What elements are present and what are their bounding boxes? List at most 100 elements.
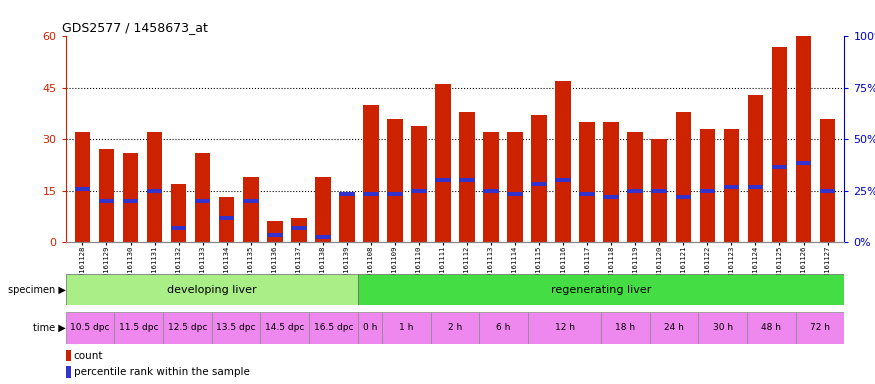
Text: 6 h: 6 h: [496, 323, 511, 333]
Bar: [219, 197, 234, 242]
Text: count: count: [74, 351, 103, 361]
Text: 72 h: 72 h: [810, 323, 830, 333]
Bar: [795, 161, 811, 165]
Bar: [795, 312, 844, 344]
Bar: [820, 119, 836, 242]
Bar: [387, 119, 402, 242]
Bar: [579, 192, 595, 196]
Bar: [772, 47, 788, 242]
Bar: [699, 129, 715, 242]
Bar: [74, 132, 90, 242]
Text: 48 h: 48 h: [761, 323, 781, 333]
Bar: [147, 132, 163, 242]
Bar: [358, 274, 844, 305]
Bar: [339, 194, 354, 242]
Text: regenerating liver: regenerating liver: [551, 285, 651, 295]
Text: 11.5 dpc: 11.5 dpc: [119, 323, 158, 333]
Bar: [163, 312, 212, 344]
Bar: [243, 177, 258, 242]
Bar: [315, 177, 331, 242]
Bar: [363, 105, 379, 242]
Bar: [99, 199, 115, 203]
Bar: [382, 312, 430, 344]
Text: percentile rank within the sample: percentile rank within the sample: [74, 367, 249, 377]
Bar: [820, 189, 836, 193]
Bar: [435, 178, 451, 182]
Bar: [267, 222, 283, 242]
Bar: [601, 312, 649, 344]
Bar: [531, 115, 547, 242]
Bar: [627, 132, 643, 242]
Text: 0 h: 0 h: [362, 323, 377, 333]
Bar: [528, 312, 601, 344]
Bar: [267, 233, 283, 237]
Bar: [604, 195, 619, 199]
Bar: [66, 312, 115, 344]
Bar: [123, 199, 138, 203]
Bar: [652, 189, 667, 193]
Bar: [649, 312, 698, 344]
Bar: [724, 129, 739, 242]
Bar: [531, 182, 547, 186]
Bar: [556, 178, 571, 182]
Text: time ▶: time ▶: [33, 323, 66, 333]
Bar: [772, 164, 788, 169]
Bar: [261, 312, 309, 344]
Bar: [676, 112, 691, 242]
Bar: [358, 312, 382, 344]
Bar: [627, 189, 643, 193]
Bar: [171, 226, 186, 230]
Bar: [747, 185, 763, 189]
Text: GDS2577 / 1458673_at: GDS2577 / 1458673_at: [62, 21, 207, 34]
Bar: [123, 153, 138, 242]
Bar: [459, 178, 475, 182]
Text: 16.5 dpc: 16.5 dpc: [313, 323, 354, 333]
Text: 13.5 dpc: 13.5 dpc: [216, 323, 256, 333]
Bar: [747, 312, 795, 344]
Text: 12.5 dpc: 12.5 dpc: [168, 323, 207, 333]
Bar: [480, 312, 528, 344]
Bar: [411, 126, 427, 242]
Bar: [309, 312, 358, 344]
Text: 18 h: 18 h: [615, 323, 635, 333]
Bar: [459, 112, 475, 242]
Bar: [171, 184, 186, 242]
Bar: [483, 132, 499, 242]
Bar: [556, 81, 571, 242]
Text: 24 h: 24 h: [664, 323, 684, 333]
Text: 30 h: 30 h: [712, 323, 732, 333]
Bar: [195, 153, 211, 242]
Bar: [243, 199, 258, 203]
Bar: [724, 185, 739, 189]
Bar: [74, 187, 90, 191]
Bar: [676, 195, 691, 199]
Bar: [212, 312, 261, 344]
Text: 12 h: 12 h: [555, 323, 575, 333]
Text: 14.5 dpc: 14.5 dpc: [265, 323, 304, 333]
Bar: [291, 226, 306, 230]
Bar: [66, 366, 71, 377]
Bar: [363, 192, 379, 196]
Bar: [507, 192, 523, 196]
Bar: [219, 216, 234, 220]
Bar: [315, 235, 331, 239]
Bar: [291, 218, 306, 242]
Bar: [579, 122, 595, 242]
Bar: [747, 95, 763, 242]
Bar: [66, 350, 71, 361]
Bar: [387, 192, 402, 196]
Bar: [115, 312, 163, 344]
Bar: [147, 189, 163, 193]
Bar: [652, 139, 667, 242]
Bar: [435, 84, 451, 242]
Bar: [698, 312, 747, 344]
Text: specimen ▶: specimen ▶: [8, 285, 66, 295]
Bar: [339, 192, 354, 196]
Bar: [99, 149, 115, 242]
Bar: [195, 199, 211, 203]
Text: 10.5 dpc: 10.5 dpc: [70, 323, 109, 333]
Text: developing liver: developing liver: [167, 285, 256, 295]
Bar: [507, 132, 523, 242]
Bar: [430, 312, 480, 344]
Bar: [66, 274, 358, 305]
